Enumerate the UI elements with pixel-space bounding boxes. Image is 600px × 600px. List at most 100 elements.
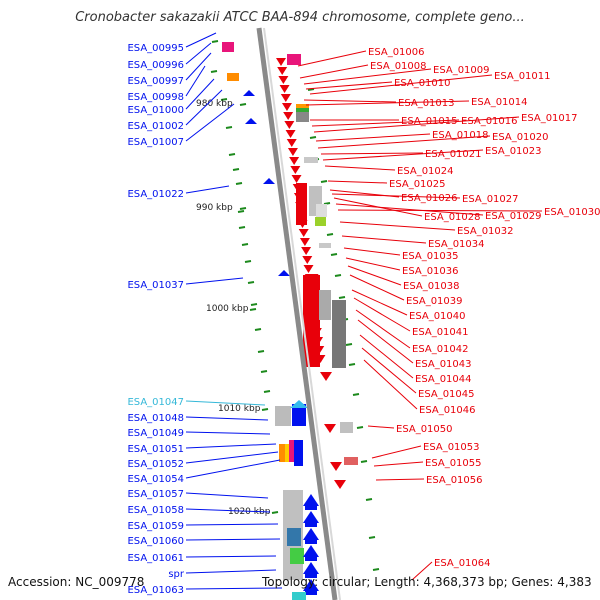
gc-skew-dash-25 bbox=[334, 274, 342, 277]
map-title: Cronobacter sakazakii ATCC BAA-894 chrom… bbox=[75, 10, 525, 25]
ruler-tick-label-5: 1020 kbp bbox=[228, 507, 271, 517]
feature-block-right-9 bbox=[316, 204, 327, 217]
gene-leader-right-24 bbox=[343, 247, 401, 256]
gene-leader-left-8 bbox=[185, 185, 230, 194]
gc-skew-dash-19 bbox=[309, 136, 317, 139]
gene-label-right-17: ESA_01026 bbox=[401, 193, 458, 204]
forward-gene-arrow-lower-3 bbox=[330, 462, 342, 471]
feature-block-right-2 bbox=[304, 157, 318, 163]
forward-gene-arrow-6 bbox=[281, 103, 292, 111]
gene-leader-left-11 bbox=[185, 416, 269, 421]
gene-leader-left-22 bbox=[185, 587, 283, 590]
gc-skew-dash-29 bbox=[348, 363, 356, 366]
feature-block-magenta bbox=[289, 440, 295, 462]
gene-leader-right-23 bbox=[341, 235, 427, 244]
gene-leader-right-5 bbox=[309, 74, 493, 95]
forward-gene-arrow-8 bbox=[284, 121, 295, 129]
gene-label-right-22: ESA_01032 bbox=[457, 226, 514, 237]
forward-gene-arrow-2 bbox=[277, 67, 288, 75]
gene-label-right-18: ESA_01027 bbox=[462, 194, 519, 205]
reverse-gene-orange bbox=[227, 73, 239, 81]
gene-label-left-12: ESA_01049 bbox=[127, 428, 184, 439]
reverse-gene-arrow-stack-2 bbox=[303, 511, 319, 523]
gene-leader-right-21 bbox=[337, 209, 543, 212]
gene-label-left-3: ESA_00997 bbox=[127, 76, 184, 87]
right-gene-labels: ESA_01006 ESA_01008 ESA_01009 ESA_01010 ESA_… bbox=[297, 47, 600, 581]
gc-skew-dash-23 bbox=[326, 233, 334, 236]
gene-label-right-1: ESA_01006 bbox=[368, 47, 425, 58]
feature-block-right-8 bbox=[340, 422, 353, 433]
gene-label-left-5: ESA_01000 bbox=[127, 105, 184, 116]
gene-label-left-20: ESA_01061 bbox=[127, 553, 184, 564]
forward-gene-arrow-21 bbox=[299, 238, 310, 246]
left-gene-labels: ESA_00995 ESA_00996 ESA_00997 ESA_00998 ESA_… bbox=[127, 32, 283, 596]
gene-label-right-20: ESA_01029 bbox=[485, 211, 542, 222]
gc-skew-dash-24 bbox=[330, 253, 338, 256]
gene-leader-right-35 bbox=[367, 425, 395, 429]
feature-block-steel bbox=[287, 528, 301, 546]
gene-leader-right-32 bbox=[359, 334, 414, 379]
ruler-tick-mark-4 bbox=[261, 408, 269, 411]
ruler-tick-label-4: 1010 kbp bbox=[218, 404, 261, 414]
reverse-gene-arrow-stack-6 bbox=[303, 579, 319, 591]
gene-label-right-15: ESA_01024 bbox=[397, 166, 454, 177]
genome-backbone-shadow bbox=[263, 27, 341, 600]
gc-skew-dash-1 bbox=[211, 40, 219, 43]
gene-label-right-29: ESA_01041 bbox=[412, 327, 469, 338]
gc-skew-dash-7 bbox=[235, 182, 243, 185]
gene-leader-right-13 bbox=[320, 152, 424, 155]
gene-leader-left-20 bbox=[185, 555, 277, 558]
gene-leader-right-27 bbox=[349, 274, 405, 301]
forward-gene-magenta bbox=[287, 54, 301, 65]
accession-text: Accession: NC_009778 bbox=[8, 575, 145, 589]
feature-block-right-6 bbox=[319, 290, 331, 320]
gene-label-left-2: ESA_00996 bbox=[127, 60, 184, 71]
gene-label-right-35: ESA_01050 bbox=[396, 424, 453, 435]
gene-label-left-1: ESA_00995 bbox=[127, 43, 184, 54]
forward-gene-arrow-lower-1 bbox=[320, 372, 332, 381]
feature-block-yellow bbox=[285, 444, 289, 462]
gene-label-right-23: ESA_01034 bbox=[428, 239, 485, 250]
gc-skew-dash-6 bbox=[232, 168, 240, 171]
gene-label-right-34: ESA_01046 bbox=[419, 405, 476, 416]
gc-skew-dash-13 bbox=[250, 303, 258, 306]
feature-block-orange bbox=[279, 444, 285, 462]
forward-gene-block-1 bbox=[303, 275, 320, 367]
topology-summary: Topology: circular; Length: 4,368,373 bp… bbox=[262, 575, 592, 589]
gc-skew-dash-16 bbox=[260, 370, 268, 373]
gene-leader-right-33 bbox=[361, 347, 417, 394]
genome-backbone bbox=[256, 27, 338, 600]
gene-leader-right-16 bbox=[327, 180, 388, 184]
gene-leader-right-15 bbox=[324, 165, 396, 171]
gene-label-right-19: ESA_01028 bbox=[424, 212, 481, 223]
gene-leader-right-28 bbox=[351, 289, 408, 316]
gc-skew-dash-26 bbox=[338, 296, 346, 299]
gene-label-right-16: ESA_01025 bbox=[389, 179, 446, 190]
gene-leader-left-16 bbox=[185, 492, 269, 499]
gene-leader-right-38 bbox=[375, 478, 425, 481]
gene-label-right-9: ESA_01016 bbox=[461, 116, 518, 127]
gene-leader-left-5 bbox=[185, 78, 215, 110]
gene-label-right-12: ESA_01020 bbox=[492, 132, 549, 143]
reverse-gene-stack-body-2 bbox=[305, 521, 317, 527]
gene-leader-left-1 bbox=[185, 32, 217, 48]
ruler-tick-mark-1 bbox=[239, 103, 247, 106]
gene-label-right-31: ESA_01043 bbox=[415, 359, 472, 370]
ruler-tick-label-3: 1000 kbp bbox=[206, 304, 249, 314]
forward-gene-arrow-lower-4 bbox=[334, 480, 346, 489]
forward-gene-small-block bbox=[344, 457, 358, 465]
forward-gene-arrow-9 bbox=[285, 130, 296, 138]
gene-label-right-25: ESA_01036 bbox=[402, 266, 459, 277]
forward-gene-arrow-22 bbox=[301, 247, 312, 255]
gc-skew-dash-18 bbox=[307, 88, 315, 91]
gene-leader-left-13 bbox=[185, 443, 277, 449]
forward-gene-arrow-13 bbox=[290, 166, 301, 174]
gc-skew-dash-14 bbox=[254, 328, 262, 331]
forward-gene-arrow-4 bbox=[279, 85, 290, 93]
gene-leader-left-21 bbox=[185, 569, 277, 574]
gene-leader-left-2 bbox=[185, 42, 212, 65]
reverse-gene-block-2 bbox=[294, 440, 303, 466]
gene-leader-right-29 bbox=[353, 297, 411, 332]
gene-label-left-14: ESA_01052 bbox=[127, 459, 184, 470]
